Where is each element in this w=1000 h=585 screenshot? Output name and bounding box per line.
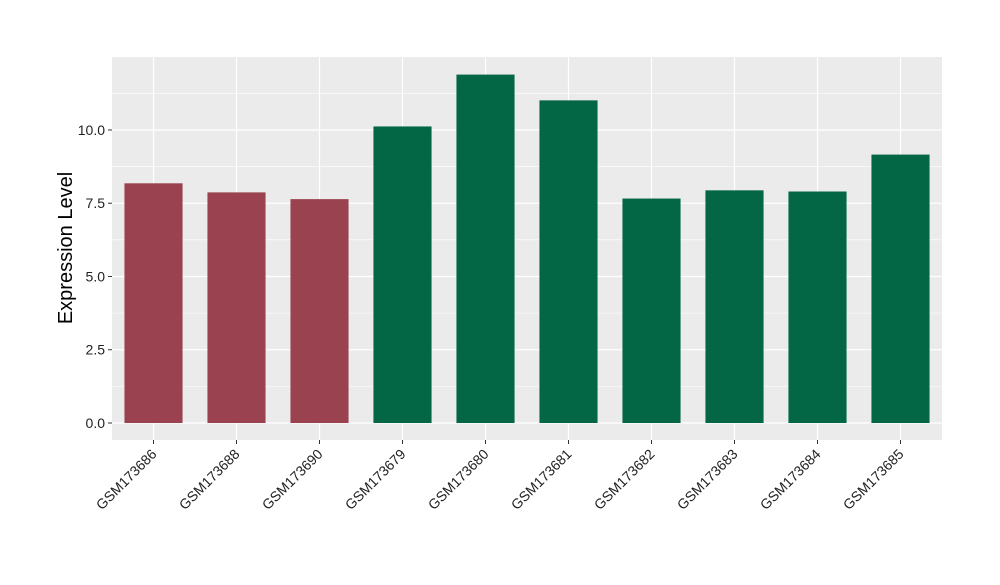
bar-GSM173682 — [622, 198, 681, 424]
x-tick-label: GSM173690 — [259, 446, 326, 513]
bar-GSM173679 — [373, 126, 432, 424]
y-axis-label: Expression Level — [55, 172, 77, 324]
x-tick-label: GSM173683 — [674, 446, 741, 513]
x-tick-label: GSM173682 — [591, 446, 658, 513]
y-tick-label: 5.0 — [86, 268, 106, 284]
x-tick-label: GSM173685 — [840, 446, 907, 513]
x-tick-label: GSM173688 — [176, 446, 243, 513]
y-tick-label: 10.0 — [78, 122, 105, 138]
x-tick-label: GSM173680 — [425, 446, 492, 513]
bar-GSM173683 — [705, 190, 764, 424]
x-axis: GSM173686 GSM173688 GSM173690 GSM173679 GSM1… — [93, 440, 907, 513]
y-tick-label: 0.0 — [86, 415, 106, 431]
bar-GSM173690 — [290, 199, 349, 424]
x-tick-label: GSM173684 — [757, 446, 824, 513]
x-tick-label: GSM173686 — [93, 446, 160, 513]
bars — [124, 74, 930, 424]
x-tick-label: GSM173681 — [508, 446, 575, 513]
x-tick-label: GSM173679 — [342, 446, 409, 513]
bar-GSM173686 — [124, 183, 183, 424]
bar-GSM173685 — [871, 154, 930, 424]
y-axis: 0.0 2.5 5.0 7.5 10.0 — [78, 122, 112, 431]
bar-GSM173681 — [539, 100, 598, 424]
y-tick-label: 7.5 — [86, 195, 106, 211]
bar-GSM173688 — [207, 192, 266, 424]
y-tick-label: 2.5 — [86, 342, 106, 358]
bar-GSM173680 — [456, 74, 515, 424]
bar-GSM173684 — [788, 191, 847, 424]
